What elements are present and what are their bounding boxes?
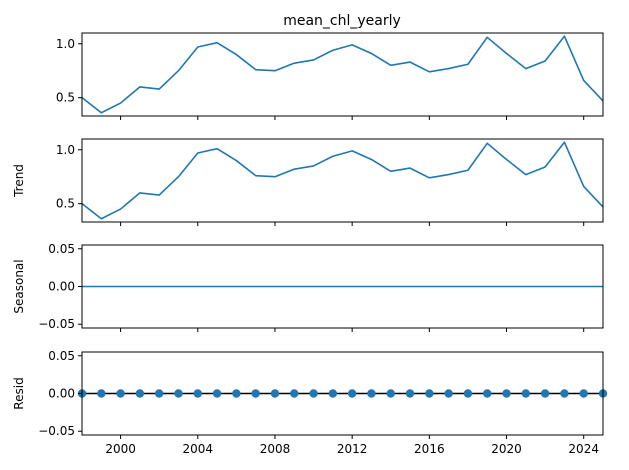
xtick-label: 2004 bbox=[183, 442, 214, 456]
xtick-label: 2024 bbox=[568, 442, 599, 456]
resid-point-2002 bbox=[154, 389, 164, 398]
resid-ytick-label: 0.05 bbox=[48, 349, 75, 363]
observed-axes-frame bbox=[81, 32, 604, 117]
resid-point-2004 bbox=[193, 389, 202, 398]
resid-point-2013 bbox=[367, 389, 376, 398]
resid-ylabel: Resid bbox=[12, 377, 26, 409]
xtick-label: 2020 bbox=[491, 442, 522, 456]
resid-point-2010 bbox=[309, 389, 318, 398]
resid-point-2000 bbox=[116, 389, 125, 398]
trend-ytick-label: 1.0 bbox=[56, 143, 75, 157]
resid-point-2014 bbox=[386, 389, 395, 398]
resid-point-1999 bbox=[97, 389, 106, 398]
resid-point-2006 bbox=[232, 389, 241, 398]
resid-point-2016 bbox=[425, 389, 434, 398]
seasonal-ytick-label: 0.05 bbox=[48, 242, 75, 256]
observed-ytick-label: 0.5 bbox=[56, 91, 75, 105]
xtick-label: 2012 bbox=[337, 442, 368, 456]
resid-point-2009 bbox=[290, 389, 299, 398]
trend-series-line bbox=[81, 141, 604, 220]
resid-point-2022 bbox=[540, 389, 550, 398]
seasonal-ytick-label: −0.05 bbox=[38, 317, 75, 331]
observed-series-line bbox=[81, 35, 604, 114]
observed-ytick-label: 1.0 bbox=[56, 37, 75, 51]
trend-ylabel: Trend bbox=[12, 164, 26, 198]
trend-ytick-label: 0.5 bbox=[56, 197, 75, 211]
resid-point-2008 bbox=[270, 389, 280, 398]
resid-point-2012 bbox=[347, 389, 357, 398]
xtick-label: 2000 bbox=[105, 442, 136, 456]
resid-point-2017 bbox=[444, 389, 453, 398]
resid-ytick-label: −0.05 bbox=[38, 424, 75, 438]
resid-point-2019 bbox=[483, 389, 492, 398]
resid-point-2023 bbox=[560, 389, 569, 398]
resid-point-2024 bbox=[579, 389, 588, 398]
resid-point-2001 bbox=[135, 389, 145, 398]
resid-point-2005 bbox=[212, 389, 222, 398]
trend-axes-frame bbox=[81, 138, 604, 223]
seasonal-ylabel: Seasonal bbox=[12, 259, 26, 313]
resid-ytick-label: 0.00 bbox=[48, 387, 75, 401]
resid-point-2021 bbox=[521, 389, 531, 398]
resid-point-2011 bbox=[328, 389, 338, 398]
xtick-label: 2008 bbox=[260, 442, 291, 456]
resid-point-2007 bbox=[251, 389, 260, 398]
resid-point-2020 bbox=[502, 389, 511, 398]
resid-point-2018 bbox=[463, 389, 473, 398]
chart-title: mean_chl_yearly bbox=[283, 13, 401, 29]
resid-point-2003 bbox=[174, 389, 183, 398]
seasonal-ytick-label: 0.00 bbox=[48, 280, 75, 294]
resid-point-2015 bbox=[405, 389, 415, 398]
xtick-label: 2016 bbox=[414, 442, 445, 456]
